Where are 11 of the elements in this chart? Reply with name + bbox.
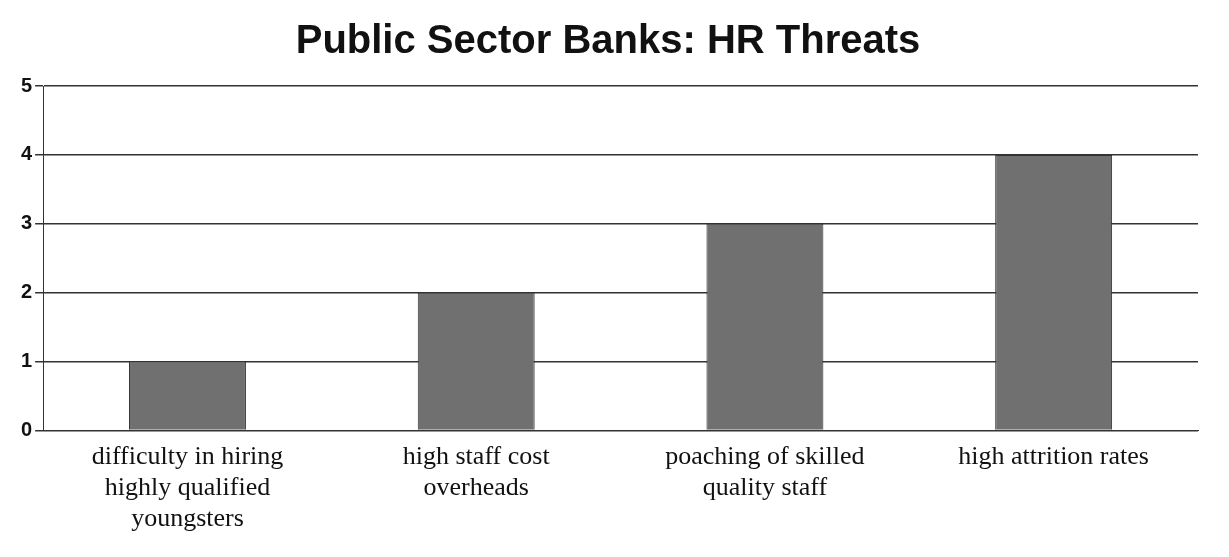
y-tick-label: 2: [21, 280, 33, 303]
chart-title: Public Sector Banks: HR Threats: [295, 17, 921, 62]
y-tick-label: 1: [21, 349, 33, 372]
y-tick-label: 5: [21, 73, 33, 96]
y-tick-label: 4: [21, 142, 33, 165]
x-tick-label: poaching of skilled quality staff: [665, 440, 865, 502]
x-tick-label: difficulty in hiring highly qualified youngsters: [91, 440, 284, 533]
y-tick-label: 3: [21, 211, 33, 234]
y-tick-label: 0: [21, 417, 33, 440]
x-tick-label: high attrition rates: [958, 440, 1149, 470]
x-tick-label: high staff cost overheads: [402, 440, 551, 502]
